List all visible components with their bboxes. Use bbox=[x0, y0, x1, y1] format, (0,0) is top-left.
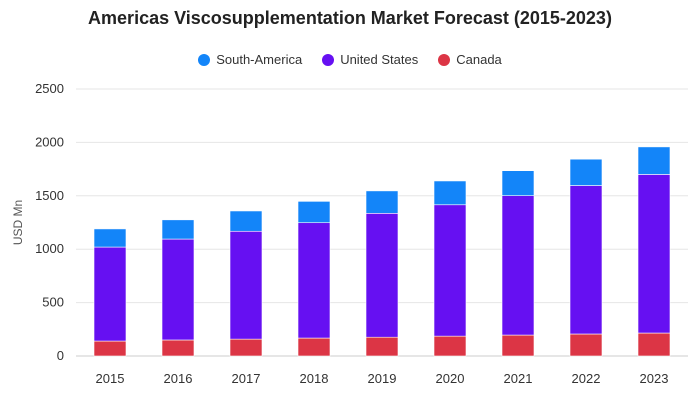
bar-united-states-2015[interactable] bbox=[93, 246, 127, 342]
bar-united-states-2016[interactable] bbox=[161, 238, 195, 341]
x-tick-label: 2018 bbox=[300, 371, 329, 386]
bar-canada-2022[interactable] bbox=[569, 333, 603, 357]
x-tick-label: 2019 bbox=[368, 371, 397, 386]
bar-south-america-2023[interactable] bbox=[637, 146, 671, 175]
bar-united-states-2017[interactable] bbox=[229, 230, 263, 340]
bar-south-america-2018[interactable] bbox=[297, 201, 331, 224]
bar-canada-2020[interactable] bbox=[433, 335, 467, 357]
bar-canada-2015[interactable] bbox=[93, 340, 127, 357]
bar-canada-2021[interactable] bbox=[501, 334, 535, 357]
bar-south-america-2019[interactable] bbox=[365, 190, 399, 214]
legend-item-united-states[interactable]: United States bbox=[322, 52, 418, 67]
bar-canada-2018[interactable] bbox=[297, 337, 331, 357]
bar-south-america-2016[interactable] bbox=[161, 219, 195, 240]
legend-label-united-states: United States bbox=[340, 52, 419, 67]
x-tick-label: 2020 bbox=[436, 371, 465, 386]
x-tick-label: 2021 bbox=[504, 371, 533, 386]
y-tick-label: 1000 bbox=[35, 241, 64, 256]
legend-item-canada[interactable]: Canada bbox=[438, 52, 502, 67]
bar-canada-2016[interactable] bbox=[161, 339, 195, 357]
y-axis-label: USD Mn bbox=[11, 200, 25, 245]
bar-united-states-2021[interactable] bbox=[501, 195, 535, 336]
y-tick-label: 2500 bbox=[35, 81, 64, 96]
bar-south-america-2020[interactable] bbox=[433, 180, 467, 206]
bar-united-states-2022[interactable] bbox=[569, 185, 603, 335]
legend-item-south-america[interactable]: South-America bbox=[198, 52, 302, 67]
legend-label-canada: Canada bbox=[456, 52, 502, 67]
bar-united-states-2020[interactable] bbox=[433, 204, 467, 337]
y-tick-label: 0 bbox=[57, 348, 64, 363]
x-tick-label: 2015 bbox=[96, 371, 125, 386]
legend-swatch-south-america bbox=[198, 53, 211, 66]
x-tick-label: 2022 bbox=[572, 371, 601, 386]
legend-label-south-america: South-America bbox=[216, 52, 303, 67]
bar-united-states-2018[interactable] bbox=[297, 222, 331, 339]
chart-title: Americas Viscosupplementation Market For… bbox=[88, 8, 612, 28]
y-tick-label: 2000 bbox=[35, 134, 64, 149]
bar-united-states-2019[interactable] bbox=[365, 213, 399, 338]
x-tick-label: 2023 bbox=[640, 371, 669, 386]
y-tick-label: 500 bbox=[42, 295, 64, 310]
bar-south-america-2022[interactable] bbox=[569, 158, 603, 186]
bar-canada-2017[interactable] bbox=[229, 338, 263, 357]
bar-canada-2023[interactable] bbox=[637, 332, 671, 357]
legend: South-America United States Canada bbox=[0, 52, 700, 67]
bar-south-america-2015[interactable] bbox=[93, 228, 127, 248]
bar-south-america-2021[interactable] bbox=[501, 170, 535, 196]
bar-canada-2019[interactable] bbox=[365, 336, 399, 357]
bar-united-states-2023[interactable] bbox=[637, 174, 671, 334]
bar-south-america-2017[interactable] bbox=[229, 210, 263, 232]
x-tick-label: 2017 bbox=[232, 371, 261, 386]
y-tick-label: 1500 bbox=[35, 188, 64, 203]
x-tick-label: 2016 bbox=[164, 371, 193, 386]
legend-swatch-canada bbox=[438, 53, 451, 66]
legend-swatch-united-states bbox=[322, 53, 335, 66]
